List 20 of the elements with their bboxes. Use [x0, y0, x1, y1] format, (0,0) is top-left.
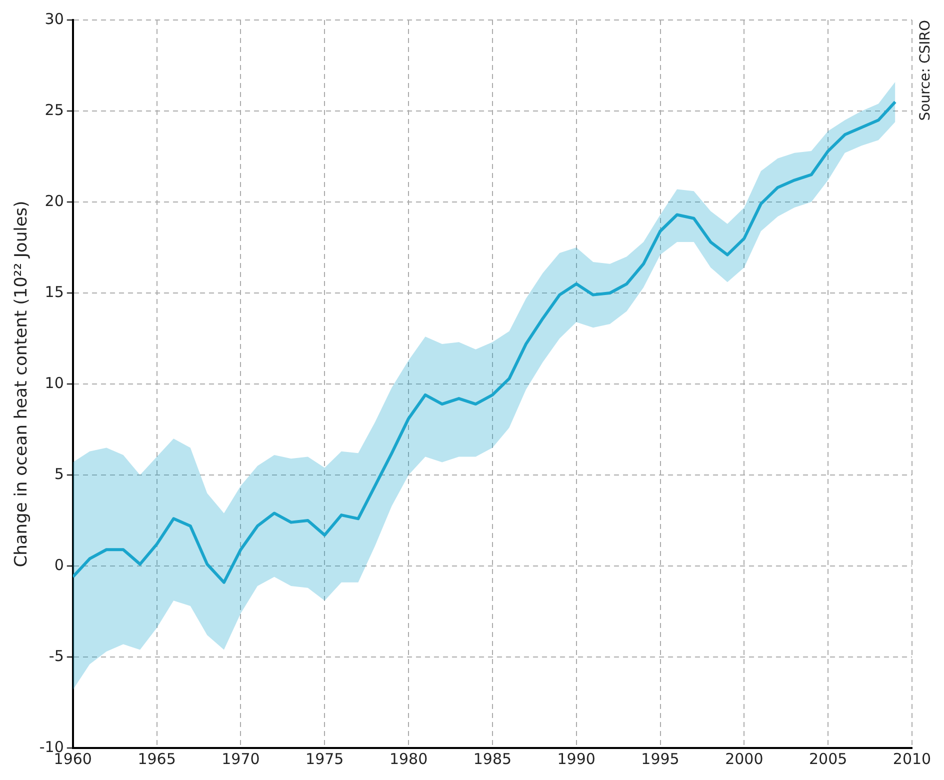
x-tick-label: 1980	[389, 750, 428, 768]
y-tick-label: 15	[44, 282, 64, 301]
y-tick-label: 0	[54, 556, 64, 574]
source-note: Source: CSIRO	[918, 20, 934, 121]
y-tick-label: 10	[44, 374, 64, 392]
y-tick-label: 5	[54, 464, 64, 483]
x-tick-label: 1965	[138, 750, 176, 768]
x-tick-label: 1985	[473, 750, 512, 768]
x-tick-label: 1995	[641, 750, 680, 768]
y-tick-label: 20	[44, 192, 64, 210]
x-tick-label: 2005	[808, 750, 848, 768]
y-axis-title: Change in ocean heat content (10²² Joules)	[12, 200, 32, 568]
x-tick-label: 2010	[892, 750, 932, 768]
x-tick-label: 1990	[557, 750, 596, 768]
y-tick-label: 25	[44, 100, 64, 119]
y-tick-label: -5	[48, 646, 64, 665]
x-tick-label: 1970	[222, 750, 260, 768]
x-tick-label: 2000	[725, 750, 764, 768]
y-tick-label: 30	[44, 10, 64, 28]
x-tick-label: 1975	[306, 750, 344, 768]
